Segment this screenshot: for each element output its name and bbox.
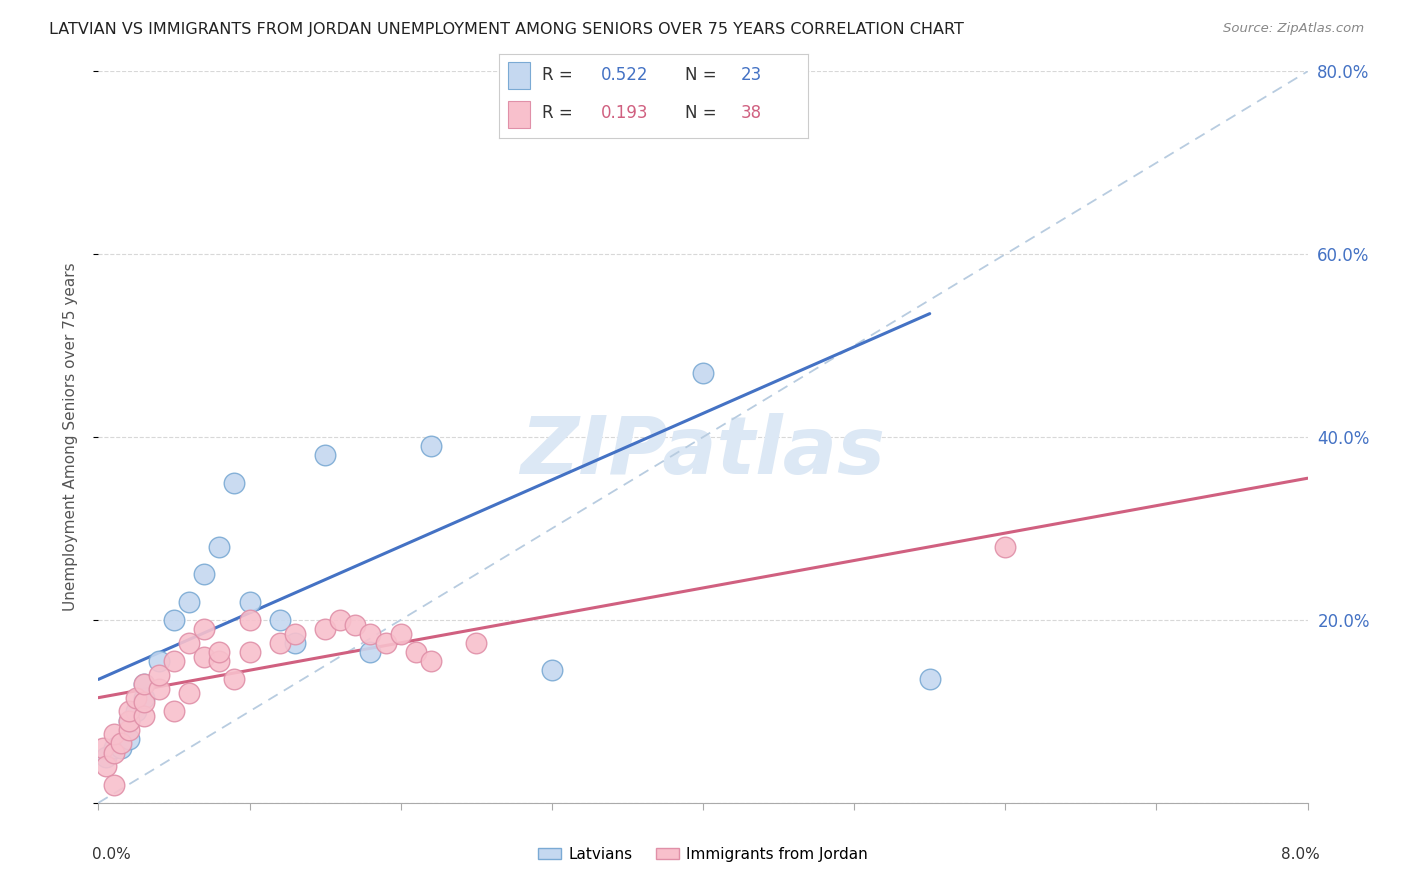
Point xyxy=(284,636,307,650)
Point xyxy=(118,731,141,746)
Point xyxy=(132,709,155,723)
Text: 0.193: 0.193 xyxy=(602,103,648,122)
Point xyxy=(148,681,170,696)
Point xyxy=(103,740,125,755)
Point xyxy=(329,613,352,627)
Point xyxy=(125,690,148,705)
Point xyxy=(193,649,215,664)
Point xyxy=(465,636,488,650)
Point xyxy=(208,654,231,668)
Point xyxy=(148,654,170,668)
Point xyxy=(314,622,336,636)
Point xyxy=(94,750,117,764)
Text: 23: 23 xyxy=(741,66,762,84)
Point xyxy=(132,677,155,691)
Point xyxy=(239,645,262,659)
Point xyxy=(389,626,412,640)
Point xyxy=(179,686,201,700)
Point xyxy=(692,366,714,380)
Point xyxy=(918,673,941,687)
Text: R =: R = xyxy=(543,66,578,84)
Point xyxy=(148,667,170,681)
Point xyxy=(125,705,148,719)
Point xyxy=(193,567,215,582)
Point xyxy=(405,645,427,659)
Point xyxy=(208,540,231,554)
Point xyxy=(360,626,382,640)
Point xyxy=(118,714,141,728)
Point xyxy=(239,613,262,627)
Point xyxy=(118,723,141,737)
Text: R =: R = xyxy=(543,103,578,122)
Text: LATVIAN VS IMMIGRANTS FROM JORDAN UNEMPLOYMENT AMONG SENIORS OVER 75 YEARS CORRE: LATVIAN VS IMMIGRANTS FROM JORDAN UNEMPL… xyxy=(49,22,965,37)
Point xyxy=(163,654,186,668)
Text: 8.0%: 8.0% xyxy=(1281,847,1320,862)
Point xyxy=(269,613,291,627)
Bar xyxy=(509,101,530,128)
Point xyxy=(110,736,132,750)
Y-axis label: Unemployment Among Seniors over 75 years: Unemployment Among Seniors over 75 years xyxy=(63,263,77,611)
Text: N =: N = xyxy=(685,66,721,84)
Point xyxy=(224,475,246,490)
Legend: Latvians, Immigrants from Jordan: Latvians, Immigrants from Jordan xyxy=(531,841,875,868)
Point xyxy=(103,727,125,741)
Point xyxy=(163,705,186,719)
Bar xyxy=(509,62,530,89)
Point xyxy=(179,636,201,650)
Point xyxy=(239,594,262,608)
Point xyxy=(118,714,141,728)
Point xyxy=(994,540,1017,554)
Point xyxy=(284,626,307,640)
Point xyxy=(420,439,443,453)
Point xyxy=(94,759,117,773)
Point xyxy=(224,673,246,687)
Point xyxy=(132,677,155,691)
Point xyxy=(269,636,291,650)
Point xyxy=(103,778,125,792)
Text: 0.0%: 0.0% xyxy=(93,847,131,862)
Point xyxy=(374,636,396,650)
Point xyxy=(360,645,382,659)
Point xyxy=(91,740,114,755)
Point xyxy=(103,746,125,760)
Point xyxy=(132,695,155,709)
Point xyxy=(344,617,367,632)
Point xyxy=(118,705,141,719)
Text: 0.522: 0.522 xyxy=(602,66,648,84)
Point xyxy=(420,654,443,668)
Point xyxy=(179,594,201,608)
Text: N =: N = xyxy=(685,103,721,122)
Text: 38: 38 xyxy=(741,103,762,122)
Point xyxy=(540,663,562,677)
Point xyxy=(132,690,155,705)
Text: Source: ZipAtlas.com: Source: ZipAtlas.com xyxy=(1223,22,1364,36)
Point xyxy=(193,622,215,636)
Point xyxy=(110,740,132,755)
Text: ZIPatlas: ZIPatlas xyxy=(520,413,886,491)
Point xyxy=(314,448,336,462)
Point xyxy=(163,613,186,627)
Point xyxy=(208,645,231,659)
